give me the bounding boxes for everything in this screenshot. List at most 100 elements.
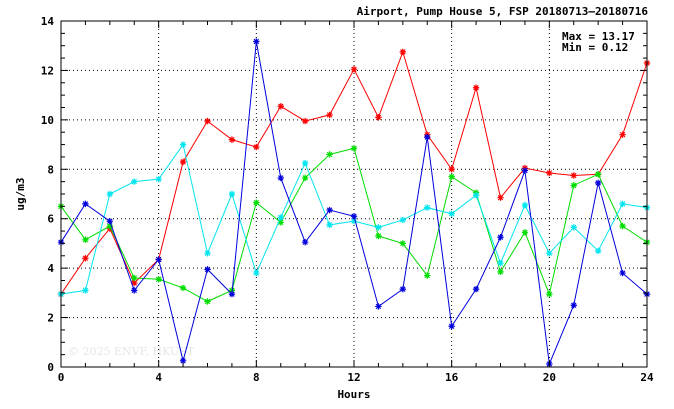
data-point-marker xyxy=(497,260,504,267)
min-annotation: Min = 0.12 xyxy=(562,41,628,54)
data-point-marker xyxy=(179,141,187,148)
data-point-marker xyxy=(106,190,114,198)
data-point-marker xyxy=(375,114,382,121)
data-point-marker xyxy=(619,200,626,208)
data-point-marker xyxy=(277,214,284,221)
grid-lines xyxy=(61,21,647,367)
data-point-marker xyxy=(326,151,333,158)
data-point-marker xyxy=(350,213,358,220)
data-point-marker xyxy=(155,276,162,283)
data-point-marker xyxy=(326,221,333,229)
data-point-marker xyxy=(594,247,602,255)
data-point-marker xyxy=(399,216,407,224)
data-point-marker xyxy=(131,274,138,282)
x-tick-label: 24 xyxy=(640,371,654,384)
data-point-marker xyxy=(253,38,260,45)
data-point-marker xyxy=(521,201,529,209)
data-point-marker xyxy=(546,250,553,257)
data-point-marker xyxy=(253,199,260,206)
data-point-marker xyxy=(350,217,358,225)
data-point-marker xyxy=(619,269,626,277)
data-point-marker xyxy=(228,136,236,143)
data-point-marker xyxy=(228,290,236,298)
data-point-marker xyxy=(350,145,358,152)
data-point-marker xyxy=(179,284,187,292)
chart-title: Airport, Pump House 5, FSP 20180713–2018… xyxy=(357,5,649,18)
data-point-marker xyxy=(253,143,260,151)
data-point-marker xyxy=(619,222,626,230)
data-point-marker xyxy=(131,178,138,185)
x-tick-label: 20 xyxy=(543,371,556,384)
data-point-marker xyxy=(82,255,89,262)
x-tick-label: 8 xyxy=(253,371,260,384)
data-point-marker xyxy=(399,240,407,247)
data-point-marker xyxy=(82,287,89,294)
data-point-marker xyxy=(546,169,553,177)
data-point-marker xyxy=(204,250,211,257)
data-series xyxy=(57,38,651,368)
data-point-marker xyxy=(424,272,431,279)
data-point-marker xyxy=(448,323,455,330)
data-point-marker xyxy=(277,219,284,226)
x-tick-label: 0 xyxy=(58,371,65,384)
y-tick-label: 12 xyxy=(41,64,54,77)
data-point-marker xyxy=(204,117,211,125)
data-point-marker xyxy=(155,256,162,263)
data-point-marker xyxy=(497,268,504,276)
data-point-marker xyxy=(326,111,333,119)
y-tick-label: 0 xyxy=(47,361,54,374)
data-point-marker xyxy=(301,174,309,182)
data-point-marker xyxy=(594,179,602,187)
x-tick-label: 12 xyxy=(347,371,360,384)
data-point-marker xyxy=(179,357,187,365)
data-point-marker xyxy=(472,285,480,293)
series-line xyxy=(60,147,648,303)
data-point-marker xyxy=(350,65,358,73)
max-annotation: Max = 13.17 xyxy=(562,30,635,43)
data-point-marker xyxy=(570,302,577,309)
data-point-marker xyxy=(472,84,480,91)
x-axis-label: Hours xyxy=(337,388,370,401)
data-point-marker xyxy=(448,210,455,217)
data-point-marker xyxy=(179,158,187,166)
data-point-marker xyxy=(570,182,577,189)
data-point-marker xyxy=(570,224,577,231)
data-point-marker xyxy=(472,192,480,199)
data-point-marker xyxy=(204,266,211,273)
data-point-marker xyxy=(448,173,455,180)
data-point-marker xyxy=(497,234,504,241)
data-point-marker xyxy=(106,217,114,225)
data-point-marker xyxy=(619,131,626,138)
y-tick-label: 14 xyxy=(41,15,55,28)
data-point-marker xyxy=(375,303,382,310)
data-point-marker xyxy=(106,222,114,230)
data-point-marker xyxy=(82,200,89,208)
data-point-marker xyxy=(228,190,236,198)
data-point-marker xyxy=(277,103,284,110)
x-tick-label: 4 xyxy=(155,371,162,384)
data-point-marker xyxy=(424,133,431,141)
data-point-marker xyxy=(253,269,260,277)
data-point-marker xyxy=(424,204,431,211)
y-tick-label: 2 xyxy=(47,312,54,325)
data-point-marker xyxy=(594,171,602,178)
data-point-marker xyxy=(399,48,407,56)
data-point-marker xyxy=(131,279,138,287)
data-point-marker xyxy=(448,166,455,173)
y-tick-label: 6 xyxy=(47,213,54,226)
data-point-marker xyxy=(301,117,309,125)
data-point-marker xyxy=(521,167,529,174)
data-point-marker xyxy=(131,287,138,294)
watermark: © 2025 ENVF, HKUST xyxy=(68,345,195,358)
data-point-marker xyxy=(277,174,284,182)
data-point-marker xyxy=(301,238,309,246)
data-point-marker xyxy=(375,232,382,240)
data-point-marker xyxy=(155,175,162,183)
data-point-marker xyxy=(399,285,407,293)
y-tick-label: 10 xyxy=(41,114,54,127)
data-point-marker xyxy=(497,194,504,201)
y-tick-label: 8 xyxy=(47,163,54,176)
data-point-marker xyxy=(375,224,382,231)
series-3 xyxy=(57,141,651,298)
